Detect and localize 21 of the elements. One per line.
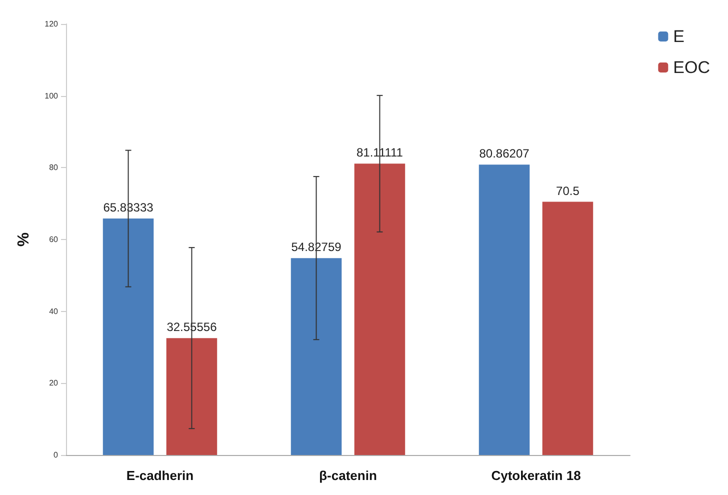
y-tick-label: 100: [44, 91, 59, 100]
legend-label: EOC: [673, 58, 710, 77]
bar: [102, 218, 154, 455]
y-axis-title: %: [16, 232, 32, 247]
bar: [542, 202, 594, 455]
bar: [290, 258, 342, 455]
x-tick-label: Cytokeratin 18: [491, 468, 581, 483]
x-tick-label: β-catenin: [319, 468, 377, 483]
data-label: 70.5: [556, 184, 580, 198]
y-tick-label: 60: [49, 235, 59, 244]
legend-label: E: [673, 27, 685, 46]
data-label: 80.86207: [479, 146, 530, 161]
bar: [166, 338, 218, 455]
y-tick-label: 40: [49, 306, 59, 316]
y-tick-label: 120: [44, 20, 59, 28]
bar: [354, 164, 406, 455]
x-tick-label: E-cadherin: [126, 468, 194, 483]
y-tick-label: 80: [49, 163, 59, 172]
y-tick-label: 0: [54, 450, 59, 460]
bar: [478, 164, 530, 455]
y-tick-label: 20: [49, 378, 59, 388]
